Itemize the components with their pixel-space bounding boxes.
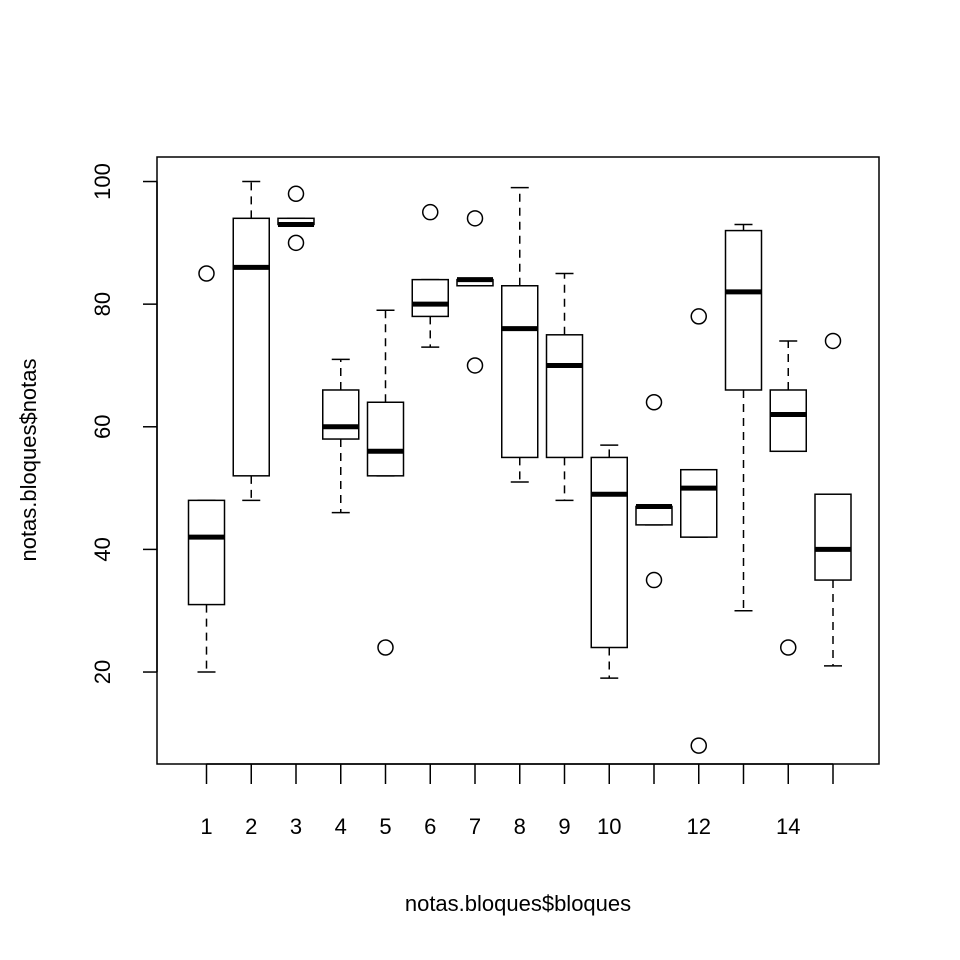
y-tick-label: 80 <box>90 292 115 316</box>
x-tick-label: 3 <box>290 814 302 839</box>
outlier-point <box>690 737 707 754</box>
x-tick-label: 12 <box>687 814 711 839</box>
x-tick-label: 7 <box>469 814 481 839</box>
outlier-point <box>645 394 663 411</box>
outlier-point <box>690 308 707 325</box>
y-tick-label: 40 <box>90 537 115 561</box>
outlier-point <box>377 639 394 656</box>
y-tick-label: 60 <box>90 415 115 439</box>
x-axis: 1 2 3 4 5 6 7 8 9 10 12 14 <box>200 763 834 839</box>
x-tick-label: 8 <box>514 814 526 839</box>
box-group <box>366 309 405 656</box>
y-tick-label: 20 <box>90 660 115 684</box>
x-tick-label: 6 <box>424 814 436 839</box>
y-axis: 20 40 60 80 100 <box>90 163 158 684</box>
outlier-point <box>466 210 484 227</box>
box <box>724 229 763 391</box>
box-group <box>501 186 539 483</box>
box <box>322 389 360 440</box>
y-axis-title: notas.bloques$notas <box>16 358 41 561</box>
box-group <box>187 265 226 673</box>
x-tick-label: 10 <box>597 814 621 839</box>
box-group <box>635 394 673 589</box>
box-group <box>456 210 494 374</box>
box-group <box>724 223 763 612</box>
box <box>366 401 405 477</box>
outlier-point <box>287 185 305 203</box>
box-group <box>680 308 718 754</box>
box <box>232 217 270 477</box>
box-group <box>277 185 315 252</box>
outlier-point <box>422 203 439 221</box>
box-group <box>590 444 628 679</box>
box <box>411 278 449 318</box>
x-tick-label: 9 <box>558 814 570 839</box>
x-tick-label: 2 <box>245 814 257 839</box>
box-group <box>411 203 449 348</box>
outlier-point <box>645 571 663 589</box>
outlier-point <box>824 332 842 350</box>
box-group <box>322 358 360 514</box>
x-axis-title: notas.bloques$bloques <box>405 891 631 916</box>
x-tick-label: 5 <box>379 814 391 839</box>
box-groups <box>187 180 852 754</box>
box-group <box>769 340 807 656</box>
box <box>769 389 807 453</box>
box <box>814 493 852 581</box>
x-tick-label: 14 <box>776 814 800 839</box>
outlier-point <box>287 234 305 252</box>
box <box>590 456 628 649</box>
box <box>501 285 539 459</box>
box <box>545 334 584 459</box>
box-group <box>814 332 852 667</box>
box <box>680 468 718 538</box>
x-tick-label: 4 <box>335 814 347 839</box>
box-group <box>232 180 270 502</box>
box <box>187 499 226 606</box>
outlier-point <box>198 265 215 282</box>
outlier-point <box>780 639 797 656</box>
y-tick-label: 100 <box>90 163 115 200</box>
outlier-point <box>466 357 484 374</box>
box-group <box>545 272 584 502</box>
x-tick-label: 1 <box>200 814 212 839</box>
box <box>635 505 673 526</box>
